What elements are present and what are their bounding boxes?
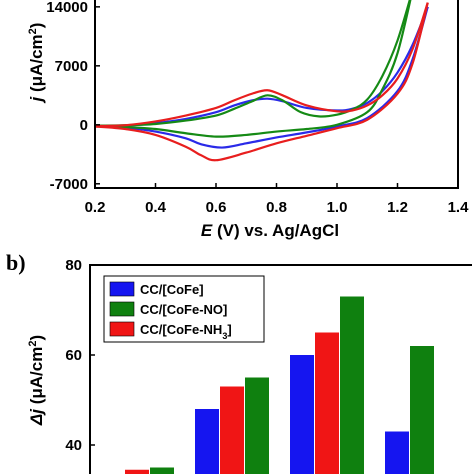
bar-legend-swatch: [109, 281, 135, 297]
bar-y-axis-rest: (μA/cm: [27, 347, 46, 409]
cv-y-tick-label: 14000: [46, 0, 88, 16]
cv-y-tick-label: 0: [80, 117, 88, 134]
cv-x-axis-var: E: [201, 221, 213, 240]
bar-y-axis-label: Δj (μA/cm2): [27, 335, 46, 426]
panel-label-b: b): [6, 250, 26, 275]
bar-bars: [125, 296, 434, 474]
cv-x-tick-label: 0.8: [266, 199, 287, 216]
cv-series-2-forward: [95, 2, 429, 128]
cv-x-tick-label: 0.4: [145, 199, 167, 216]
cv-curves: [95, 0, 429, 162]
bar-y-tick-label: 60: [65, 347, 82, 364]
cv-x-tick-label: 0.2: [85, 199, 106, 216]
cv-x-tick-label: 1.4: [448, 199, 470, 216]
cv-y-axis-sup: 2: [27, 28, 39, 34]
cv-y-axis-close: ): [27, 23, 46, 29]
bar-legend: CC/[CoFe] CC/[CoFe-NO] CC/[CoFe-NH3]: [103, 275, 265, 343]
cv-x-tick-label: 0.6: [206, 199, 227, 216]
bar-y-axis-var: Δj: [27, 408, 46, 426]
bar-g1-b1: [220, 386, 244, 474]
bar-legend-label: CC/[CoFe-NH3]: [140, 322, 232, 341]
bar-g1-b0: [195, 409, 219, 474]
bar-g2-b2: [340, 296, 364, 474]
bar-g2-b1: [315, 332, 339, 474]
cv-y-axis-var: j: [27, 95, 46, 103]
bar-g3-b1: [410, 346, 434, 474]
bar-chart: b) 40 60 80 Δj (μA/cm2) CC/[CoFe] CC/[CoFe-…: [6, 250, 472, 474]
bar-y-axis-sup: 2: [27, 341, 39, 347]
bar-y-tick-label: 80: [65, 257, 82, 274]
cv-y-ticks: -7000 0 7000 14000: [46, 0, 100, 193]
cv-x-tick-label: 1.2: [387, 199, 408, 216]
bar-legend-swatch: [109, 321, 135, 337]
bar-y-tick-label: 40: [65, 437, 82, 454]
bar-legend-label: CC/[CoFe]: [140, 282, 204, 297]
cv-series-0-forward: [95, 6, 429, 128]
bar-g3-b0: [385, 431, 409, 474]
cv-y-axis-rest: (μA/cm: [27, 34, 46, 96]
bar-y-axis-close: ): [27, 335, 46, 341]
bar-y-ticks: 40 60 80: [65, 257, 95, 454]
bar-legend-swatch: [109, 301, 135, 317]
bar-g1-b2: [245, 377, 269, 474]
cv-x-axis-rest: (V) vs. Ag/AgCl: [212, 221, 339, 240]
cv-x-tick-label: 1.0: [327, 199, 348, 216]
cv-series-2-reverse: [95, 2, 429, 162]
bar-g0-b2: [150, 467, 174, 474]
cv-x-axis-label: E (V) vs. Ag/AgCl: [201, 221, 339, 240]
cv-y-axis-label: j (μA/cm2): [27, 23, 46, 104]
cv-chart: 0.2 0.4 0.6 0.8 1.0 1.2 1.4 -7000 0 7000 14000 E …: [27, 0, 469, 240]
cv-y-tick-label: -7000: [50, 176, 88, 193]
cv-y-tick-label: 7000: [55, 58, 88, 75]
cv-x-ticks: 0.2 0.4 0.6 0.8 1.0 1.2 1.4: [85, 183, 470, 216]
cv-series-1-forward: [95, 0, 411, 127]
cv-series-1-reverse: [95, 0, 412, 138]
bar-g0-b1: [125, 469, 149, 474]
bar-g2-b0: [290, 355, 314, 474]
cv-series-0-reverse: [95, 6, 429, 149]
bar-legend-label: CC/[CoFe-NO]: [140, 302, 227, 317]
